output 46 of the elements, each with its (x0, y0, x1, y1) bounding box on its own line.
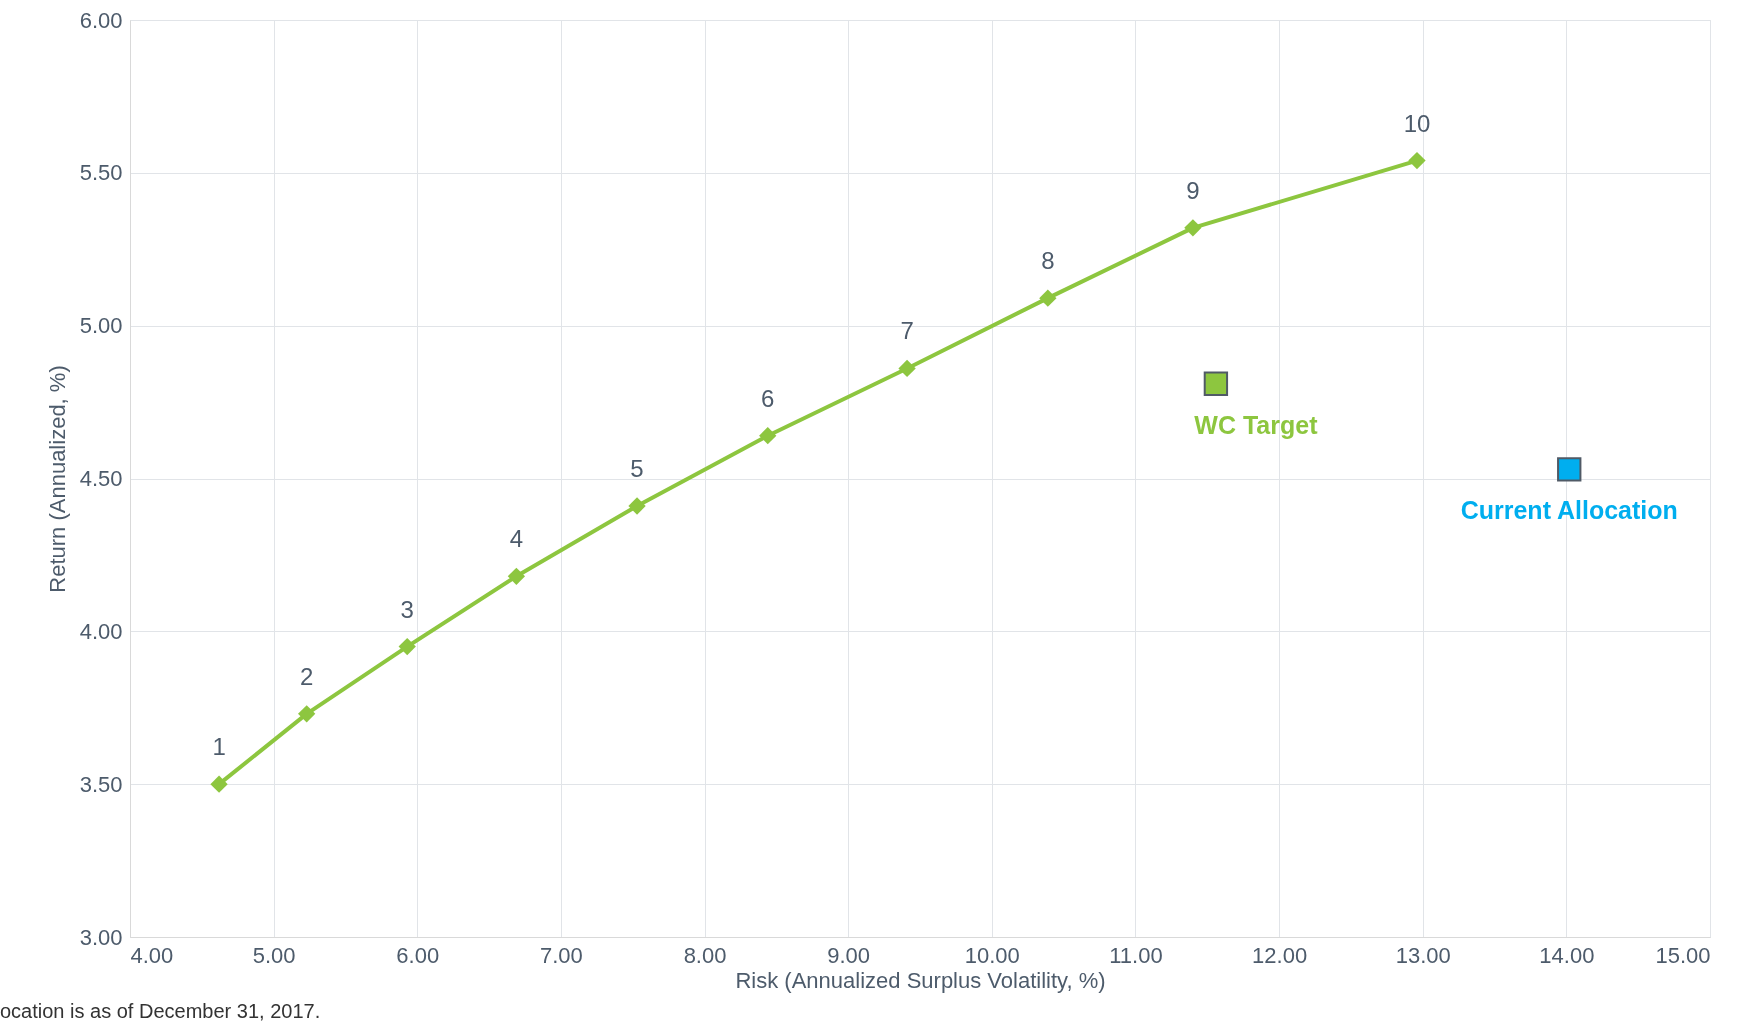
y-tick-label: 5.50 (79, 160, 123, 186)
text: ocation is as of December 31, 2017. (0, 1000, 321, 1022)
x-tick-label: 11.00 (1109, 942, 1163, 968)
y-tick-label: 3.50 (79, 771, 123, 797)
point (398, 637, 416, 656)
annotation: 6 (761, 384, 775, 412)
y-tick-label: 4.50 (79, 466, 123, 491)
y-tick-label: 3.00 (79, 924, 123, 950)
y-tick-label: 5.00 (79, 313, 123, 339)
annotation: 3 (400, 595, 414, 623)
point (210, 775, 228, 793)
x-tick-label: 15.00 (1655, 942, 1711, 968)
series-label: WC Target (1194, 410, 1319, 439)
x-tick-label: 7.00 (539, 942, 583, 968)
point (507, 567, 526, 585)
point (759, 427, 777, 445)
x-tick-label: 12.00 (1252, 942, 1308, 968)
x-tick-label: 5.00 (252, 942, 296, 968)
point (1203, 371, 1229, 396)
x-axis-title: Risk (Annualized Surplus Volatility, %) (735, 967, 1106, 993)
annotation: 10 (1403, 109, 1431, 137)
x-tick-label: 9.00 (827, 942, 871, 968)
point (1408, 151, 1426, 170)
x-tick-label: 4.00 (130, 942, 174, 968)
point (1557, 457, 1582, 482)
annotation: 1 (212, 733, 226, 761)
x-tick-label: 14.00 (1539, 942, 1595, 968)
point (298, 705, 316, 723)
x-tick-label: 13.00 (1395, 942, 1451, 968)
x-tick-label: 6.00 (396, 942, 440, 968)
y-tick-label: 6.00 (79, 7, 123, 33)
annotation: 9 (1186, 176, 1200, 204)
series-label: Current Allocation (1460, 496, 1678, 525)
point (628, 497, 646, 515)
point (1184, 219, 1202, 237)
point (898, 359, 916, 378)
annotation: 4 (509, 525, 524, 553)
x-tick-label: 8.00 (683, 942, 727, 968)
annotation: 2 (299, 662, 314, 690)
x-tick-label: 10.00 (964, 942, 1020, 968)
y-tick-label: 4.00 (79, 618, 123, 644)
annotation: 7 (900, 317, 914, 345)
annotation: 5 (630, 455, 644, 483)
y-axis-title: Return (Annualized, %) (44, 365, 70, 593)
point (1039, 289, 1057, 307)
annotation: 8 (1041, 247, 1055, 275)
